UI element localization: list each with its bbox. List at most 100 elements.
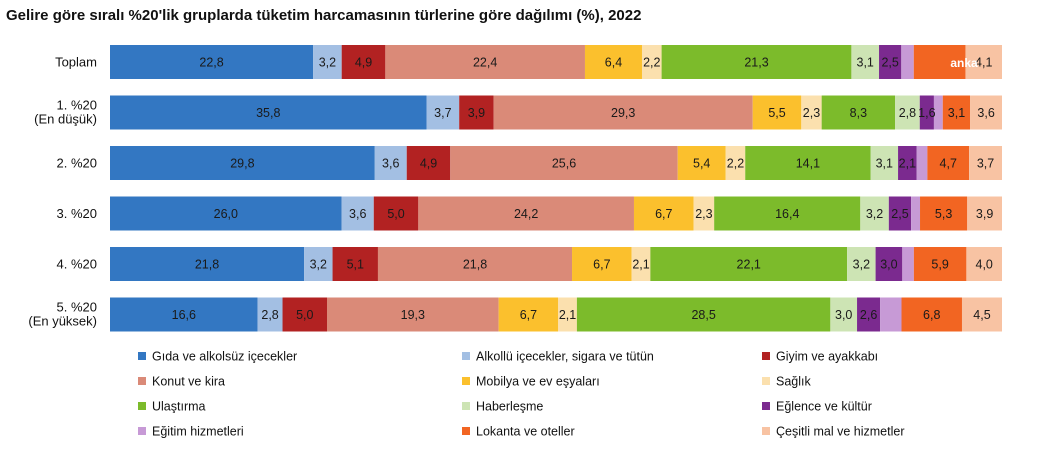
data-label: 5,9 <box>931 258 948 272</box>
data-label: 3,6 <box>382 157 399 171</box>
data-label: 6,7 <box>520 308 537 322</box>
bar-segment-konut-ve-kira <box>377 247 573 281</box>
bar-segment-saglik <box>725 146 746 180</box>
data-label: 22,8 <box>199 56 223 70</box>
legend-swatch <box>762 427 770 435</box>
bar-segment-eglence-ve-kultur <box>888 196 912 231</box>
data-label: 5,0 <box>296 308 313 322</box>
data-label: 3,1 <box>857 56 874 70</box>
category-label: 1. %20 (En düşük) <box>34 98 97 127</box>
bar-segment-lokanta-ve-oteller <box>913 247 967 281</box>
legend: Gıda ve alkolsüz içecekler Alkollü içecek… <box>138 350 905 439</box>
data-label: 35,8 <box>256 106 280 120</box>
bar-segment-eglence-ve-kultur <box>857 297 881 332</box>
data-label: 3,2 <box>319 56 336 70</box>
data-label: 2,5 <box>881 56 898 70</box>
category-label: 5. %20 (En yüksek) <box>28 300 97 329</box>
bar-segment-haberlesme <box>870 146 899 180</box>
watermark: anka <box>950 56 978 70</box>
legend-item-cesitli-mal-ve-hizmetler: Çeşitli mal ve hizmetler <box>762 425 905 439</box>
bar-segment-gida-ve-alkolsuz-icecekler <box>110 247 305 281</box>
data-label: 21,3 <box>744 56 768 70</box>
bar-segment-lokanta-ve-oteller <box>927 146 970 180</box>
bar-segment-mobilya-ve-ev-esyalari <box>677 146 726 180</box>
data-label: 2,2 <box>643 56 660 70</box>
data-label: 3,0 <box>880 258 897 272</box>
legend-label: Sağlık <box>776 375 811 389</box>
bar-segment-cesitli-mal-ve-hizmetler <box>965 45 1002 79</box>
legend-item-lokanta-ve-oteller: Lokanta ve oteller <box>462 425 575 439</box>
data-label: 4,0 <box>976 258 993 272</box>
category-labels: Toplam 1. %20 (En düşük) 2. %20 3. %20 4. %20… <box>28 55 97 329</box>
bar-segment-ulastirma <box>821 95 896 130</box>
data-label: 2,3 <box>695 207 712 221</box>
bar-segment-alkollu-icecekler-sigara-ve-tutun <box>374 146 407 180</box>
legend-swatch <box>138 377 146 385</box>
bar-segment-gida-ve-alkolsuz-icecekler <box>110 297 258 332</box>
legend-item-gida-ve-alkolsuz-icecekler: Gıda ve alkolsüz içecekler <box>138 350 297 364</box>
data-label: 8,3 <box>850 106 867 120</box>
bar-segment-ulastirma <box>661 45 852 79</box>
data-label: 2,8 <box>261 308 278 322</box>
data-label: 21,8 <box>463 258 487 272</box>
bar-segment-lokanta-ve-oteller <box>920 196 968 231</box>
data-label: 16,4 <box>775 207 799 221</box>
legend-item-ulastirma: Ulaştırma <box>138 400 206 414</box>
data-label: 5,3 <box>935 207 952 221</box>
legend-swatch <box>462 352 470 360</box>
bar-segment-alkollu-icecekler-sigara-ve-tutun <box>304 247 333 281</box>
legend-item-haberlesme: Haberleşme <box>462 400 543 414</box>
data-label: 3,7 <box>977 157 994 171</box>
bar-segment-giyim-ve-ayakkabi <box>341 45 386 79</box>
data-label: 1,6 <box>918 106 935 120</box>
data-label: 6,8 <box>923 308 940 322</box>
data-label: 3,2 <box>853 258 870 272</box>
data-label: 2,6 <box>860 308 877 322</box>
bar-segment-gida-ve-alkolsuz-icecekler <box>110 95 427 130</box>
legend-item-alkollu-icecekler-sigara-ve-tutun: Alkollü içecekler, sigara ve tütün <box>462 350 654 364</box>
category-label: 2. %20 <box>57 156 97 171</box>
data-label: 29,8 <box>230 157 254 171</box>
legend-label: Giyim ve ayakkabı <box>776 350 878 364</box>
data-label: 2,3 <box>803 106 820 120</box>
bar-segment-giyim-ve-ayakkabi <box>332 247 378 281</box>
legend-swatch <box>462 402 470 410</box>
data-label: 2,1 <box>899 157 916 171</box>
data-label: 22,1 <box>737 258 761 272</box>
bar-segment-ulastirma <box>576 297 831 332</box>
category-label: 3. %20 <box>57 206 97 221</box>
bar-segment-gida-ve-alkolsuz-icecekler <box>110 196 342 231</box>
data-label: 3,9 <box>976 207 993 221</box>
bar-segment-mobilya-ve-ev-esyalari <box>633 196 694 231</box>
bar-segment-egitim-hizmetleri <box>911 196 921 231</box>
legend-label: Mobilya ve ev eşyaları <box>476 375 600 389</box>
data-label: 5,5 <box>768 106 785 120</box>
data-label: 4,1 <box>975 56 992 70</box>
legend-label: Eğlence ve kültür <box>776 400 872 414</box>
data-label: 3,1 <box>876 157 893 171</box>
bar-segment-egitim-hizmetleri <box>880 297 902 332</box>
bar-segment-cesitli-mal-ve-hizmetler <box>969 146 1002 180</box>
category-label: Toplam <box>55 55 97 70</box>
data-label: 3,2 <box>310 258 327 272</box>
legend-swatch <box>762 352 770 360</box>
bar-segment-egitim-hizmetleri <box>901 45 914 79</box>
bar-segment-cesitli-mal-ve-hizmetler <box>967 196 1002 231</box>
data-label: 3,2 <box>866 207 883 221</box>
legend-item-konut-ve-kira: Konut ve kira <box>138 375 225 389</box>
data-label: 5,1 <box>347 258 364 272</box>
data-labels: 22,8 3,2 4,9 22,4 6,4 2,2 21,3 3,1 2,5 4,1 35,8 3,7… <box>172 56 995 323</box>
bar-segment-eglence-ve-kultur <box>879 45 902 79</box>
legend-swatch <box>762 402 770 410</box>
bar-segment-saglik <box>558 297 577 332</box>
data-label: 3,1 <box>948 106 965 120</box>
legend-label: Eğitim hizmetleri <box>152 425 244 439</box>
data-label: 2,8 <box>899 106 916 120</box>
bar-segment-lokanta-ve-oteller <box>942 95 971 130</box>
data-label: 26,0 <box>214 207 238 221</box>
legend-label: Konut ve kira <box>152 375 225 389</box>
legend-item-eglence-ve-kultur: Eğlence ve kültür <box>762 400 872 414</box>
legend-label: Haberleşme <box>476 400 543 414</box>
legend-item-egitim-hizmetleri: Eğitim hizmetleri <box>138 425 244 439</box>
